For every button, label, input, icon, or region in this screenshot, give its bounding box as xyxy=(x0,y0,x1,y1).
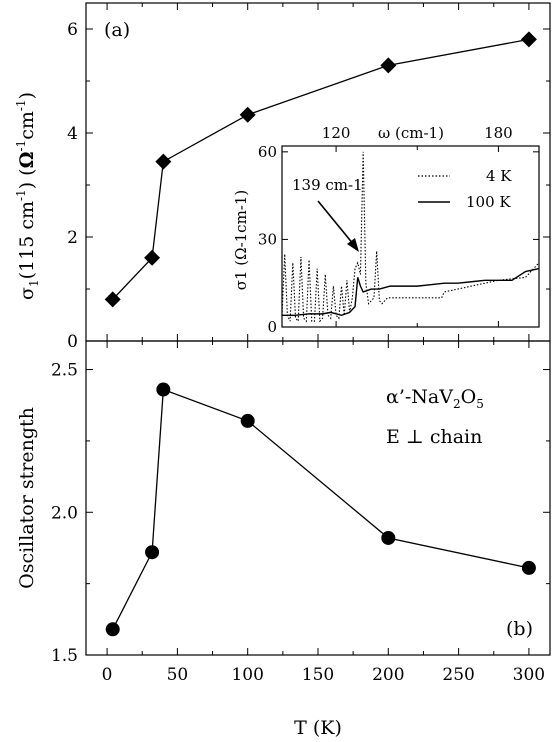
y-tick-label-b: 1.5 xyxy=(51,646,78,666)
y-tick-label-a: 2 xyxy=(67,228,78,248)
data-markers xyxy=(104,31,537,637)
circle-marker xyxy=(521,560,536,575)
x-tick-label: 100 xyxy=(231,665,263,685)
x-axis-label: T (K) xyxy=(294,717,342,739)
diamond-marker xyxy=(155,153,172,170)
x-tick-label: 250 xyxy=(442,665,474,685)
circle-marker xyxy=(105,622,120,637)
inset-x-tick-label: 180 xyxy=(484,124,513,142)
polarization-annotation: E ⊥ chain xyxy=(386,426,482,448)
legend-label-100k: 100 K xyxy=(466,193,511,211)
inset-annotation: 139 cm-1 xyxy=(292,176,363,194)
x-tick-label: 200 xyxy=(372,665,404,685)
inset-lines xyxy=(281,151,540,323)
inset-frame xyxy=(281,145,540,328)
inset-series-4k xyxy=(281,151,540,323)
legend-label-4k: 4 K xyxy=(486,167,512,185)
x-tick-label: 0 xyxy=(102,665,113,685)
diamond-marker xyxy=(239,106,256,123)
series-line-a xyxy=(112,38,530,300)
y-tick-label-a: 4 xyxy=(67,124,78,144)
inset-series-100k xyxy=(282,267,540,317)
inset-ticks: 120 180 0 30 60 xyxy=(258,124,539,336)
annotation-arrowhead xyxy=(347,238,359,252)
diamond-marker xyxy=(380,57,397,74)
inset-y-tick-label: 60 xyxy=(258,143,277,161)
compound-annotation: α’-NaV2O5 xyxy=(386,386,484,411)
inset-x-tick-label: 120 xyxy=(322,124,351,142)
diamond-marker xyxy=(520,31,537,48)
inset-y-tick-label: 30 xyxy=(258,230,277,248)
diamond-marker xyxy=(144,249,161,266)
inset-y-tick-label: 0 xyxy=(267,318,277,336)
x-tick-label: 150 xyxy=(302,665,334,685)
panel-a-ylabel: σ1(115 cm-1) (Ω-1cm-1) xyxy=(14,92,41,300)
series-line-b xyxy=(112,388,530,630)
y-tick-label-a: 0 xyxy=(67,332,78,352)
x-tick-label: 300 xyxy=(513,665,545,685)
inset-xlabel: ω (cm-1) xyxy=(378,124,444,142)
inset-ylabel: σ1 (Ω-1cm-1) xyxy=(232,190,250,291)
diamond-marker xyxy=(104,291,121,308)
circle-marker xyxy=(381,530,396,545)
circle-marker xyxy=(145,545,160,560)
panel-b-ylabel: Oscillator strength xyxy=(16,407,38,589)
inset-plot: 120 180 0 30 60 ω (cm-1) σ1 (Ω-1cm-1) 139 cm… xyxy=(232,124,540,336)
panel-b-label: (b) xyxy=(506,618,533,640)
y-tick-label-b: 2.0 xyxy=(51,503,78,523)
annotation-arrow xyxy=(317,200,355,246)
panel-a-label: (a) xyxy=(104,19,130,41)
data-lines xyxy=(112,38,530,630)
x-tick-label: 50 xyxy=(167,665,189,685)
y-tick-label-a: 6 xyxy=(67,20,78,40)
circle-marker xyxy=(240,413,255,428)
circle-marker xyxy=(156,382,171,397)
y-tick-label-b: 2.5 xyxy=(51,361,78,381)
